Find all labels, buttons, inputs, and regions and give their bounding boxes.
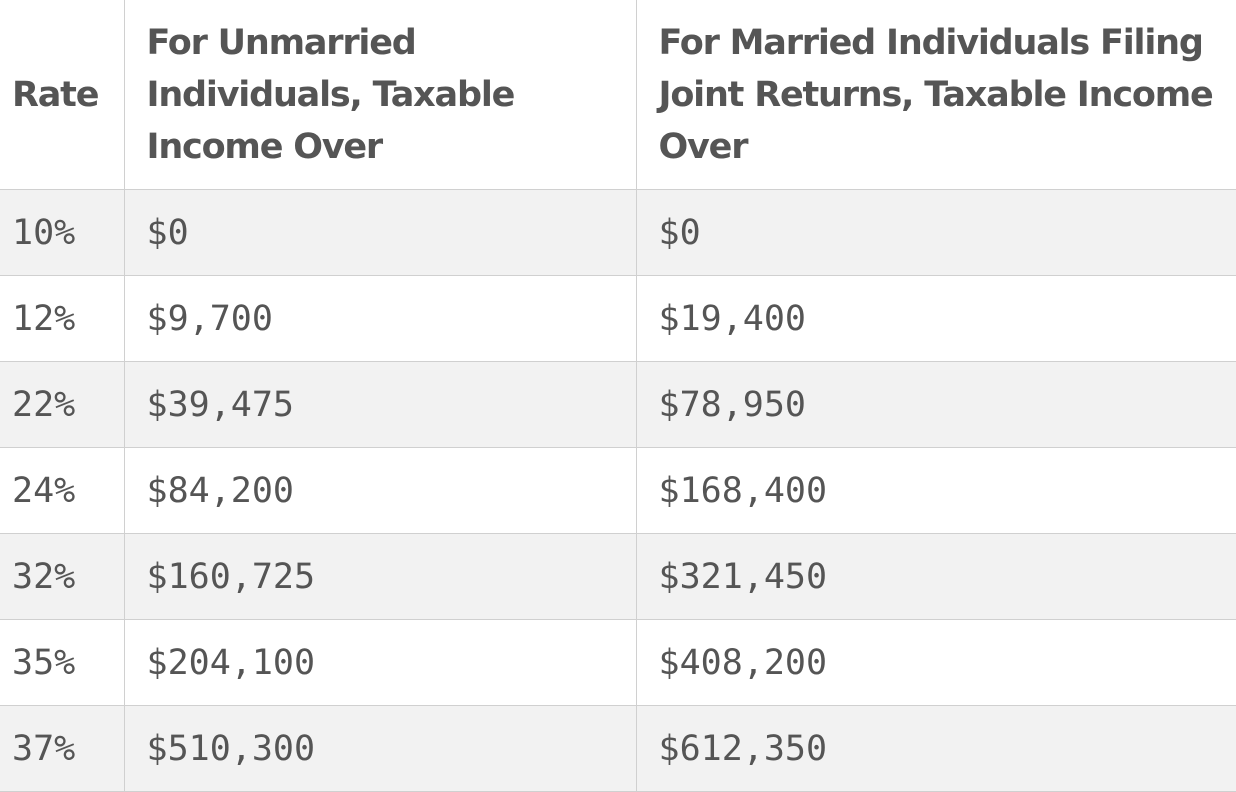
table-row: 32%$160,725$321,450 — [0, 534, 1236, 620]
header-cell: Rate — [0, 0, 124, 190]
table-row: 10%$0$0 — [0, 190, 1236, 276]
income-cell: $39,475 — [124, 362, 636, 448]
rate-cell: 32% — [0, 534, 124, 620]
income-cell: $321,450 — [636, 534, 1236, 620]
table-row: 37%$510,300$612,350 — [0, 706, 1236, 792]
income-cell: $0 — [124, 190, 636, 276]
income-cell: $84,200 — [124, 448, 636, 534]
rate-cell: 24% — [0, 448, 124, 534]
income-cell: $168,400 — [636, 448, 1236, 534]
header-line: Income Over — [147, 121, 636, 173]
income-cell: $160,725 — [124, 534, 636, 620]
income-cell: $78,950 — [636, 362, 1236, 448]
table-row: 12%$9,700$19,400 — [0, 276, 1236, 362]
rate-cell: 12% — [0, 276, 124, 362]
rate-cell: 22% — [0, 362, 124, 448]
table-row: 22%$39,475$78,950 — [0, 362, 1236, 448]
income-cell: $204,100 — [124, 620, 636, 706]
rate-cell: 35% — [0, 620, 124, 706]
table-row: 35%$204,100$408,200 — [0, 620, 1236, 706]
header-line: For Unmarried — [147, 17, 636, 69]
header-line: Individuals, Taxable — [147, 69, 636, 121]
rate-cell: 37% — [0, 706, 124, 792]
income-cell: $408,200 — [636, 620, 1236, 706]
table-row: 24%$84,200$168,400 — [0, 448, 1236, 534]
header-line: Joint Returns, Taxable Income — [659, 69, 1236, 121]
header-line: Rate — [12, 69, 124, 121]
rate-cell: 10% — [0, 190, 124, 276]
income-cell: $510,300 — [124, 706, 636, 792]
income-cell: $0 — [636, 190, 1236, 276]
income-cell: $612,350 — [636, 706, 1236, 792]
header-line: For Married Individuals Filing — [659, 17, 1236, 69]
income-cell: $19,400 — [636, 276, 1236, 362]
income-cell: $9,700 — [124, 276, 636, 362]
header-line: Over — [659, 121, 1236, 173]
